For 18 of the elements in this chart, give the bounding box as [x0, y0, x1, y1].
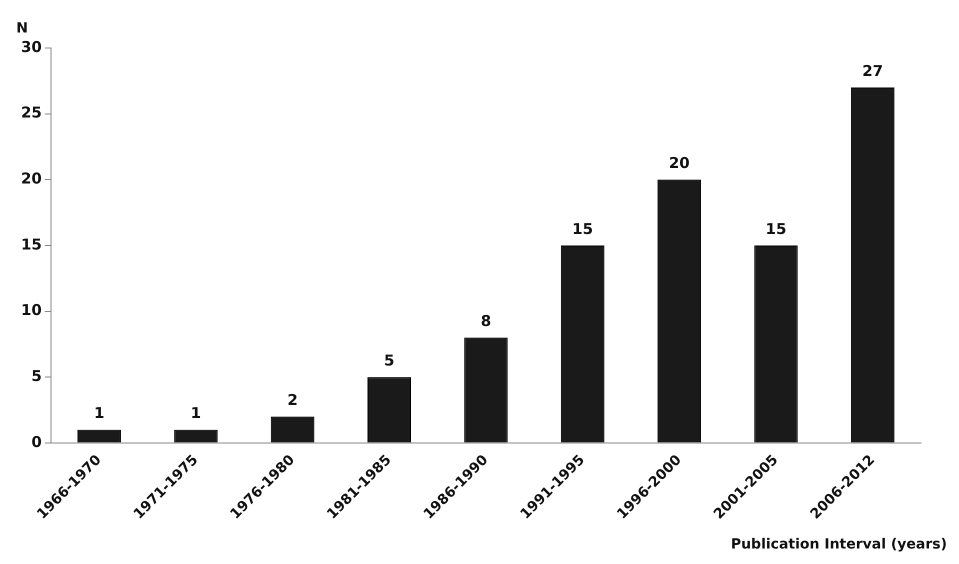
y-tick-label: 25 — [21, 104, 42, 122]
data-label: 1 — [94, 404, 104, 422]
data-label: 27 — [862, 62, 884, 80]
y-tick-label: 5 — [31, 366, 42, 385]
y-tick-label: 15 — [21, 235, 42, 254]
y-tick-label: 10 — [21, 301, 42, 320]
data-label: 1 — [190, 404, 202, 422]
x-axis-title: Publication Interval (years) — [730, 536, 947, 553]
data-label: 8 — [480, 312, 492, 330]
data-label: 5 — [384, 351, 394, 370]
data-label: 15 — [766, 220, 786, 238]
data-label: 15 — [572, 220, 594, 238]
y-tick-label: 30 — [21, 38, 42, 56]
y-tick-label: 20 — [21, 170, 42, 188]
y-axis-title: N — [16, 20, 28, 37]
data-label: 20 — [668, 154, 690, 172]
y-tick-label: 0 — [31, 432, 42, 451]
data-label: 2 — [287, 390, 298, 409]
